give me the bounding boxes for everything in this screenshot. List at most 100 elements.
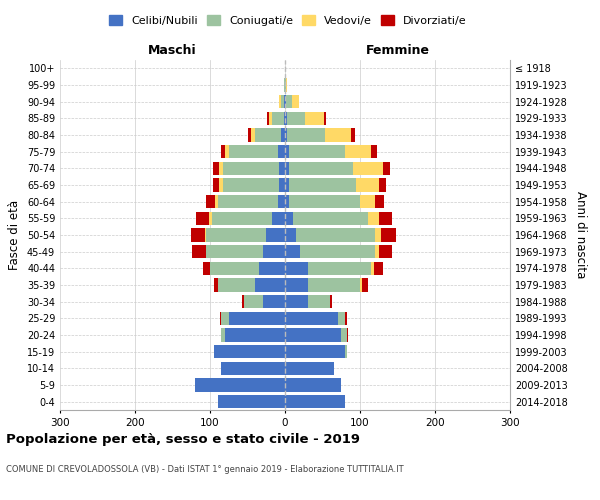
Bar xyxy=(284,95,285,108)
Bar xyxy=(287,128,325,141)
Bar xyxy=(215,195,218,208)
Bar xyxy=(206,245,263,258)
Bar xyxy=(308,278,360,291)
Bar xyxy=(353,162,383,175)
Bar xyxy=(285,162,289,175)
Bar xyxy=(285,262,308,275)
Bar xyxy=(214,278,218,291)
Bar xyxy=(218,195,277,208)
Bar xyxy=(345,345,347,358)
Bar xyxy=(281,128,285,141)
Bar xyxy=(356,178,379,192)
Bar xyxy=(308,295,330,308)
Bar xyxy=(218,395,285,408)
Bar xyxy=(221,328,225,342)
Text: Femmine: Femmine xyxy=(365,44,430,57)
Bar xyxy=(375,228,381,241)
Bar xyxy=(223,162,279,175)
Bar xyxy=(277,145,285,158)
Bar xyxy=(379,245,392,258)
Bar xyxy=(210,262,259,275)
Bar xyxy=(287,112,305,125)
Bar xyxy=(345,312,347,325)
Bar xyxy=(361,278,367,291)
Bar xyxy=(285,378,341,392)
Bar xyxy=(206,195,215,208)
Bar xyxy=(289,145,345,158)
Bar xyxy=(192,245,205,258)
Text: COMUNE DI CREVOLADOSSOLA (VB) - Dati ISTAT 1° gennaio 2019 - Elaborazione TUTTIT: COMUNE DI CREVOLADOSSOLA (VB) - Dati IST… xyxy=(6,466,404,474)
Bar xyxy=(205,245,206,258)
Bar xyxy=(286,78,287,92)
Bar xyxy=(300,245,375,258)
Bar xyxy=(286,95,292,108)
Bar xyxy=(379,178,386,192)
Bar xyxy=(325,128,351,141)
Bar xyxy=(241,295,244,308)
Bar xyxy=(341,328,347,342)
Bar xyxy=(289,195,360,208)
Bar xyxy=(285,178,289,192)
Bar xyxy=(285,195,289,208)
Bar xyxy=(209,212,212,225)
Bar xyxy=(293,212,367,225)
Bar xyxy=(351,128,355,141)
Bar xyxy=(219,178,223,192)
Bar xyxy=(285,245,300,258)
Bar xyxy=(191,228,205,241)
Bar xyxy=(212,212,271,225)
Bar xyxy=(195,378,285,392)
Bar xyxy=(267,112,269,125)
Bar xyxy=(266,228,285,241)
Bar xyxy=(272,112,284,125)
Bar xyxy=(379,212,392,225)
Bar xyxy=(345,145,371,158)
Bar xyxy=(279,162,285,175)
Bar xyxy=(221,362,285,375)
Bar xyxy=(375,245,379,258)
Bar xyxy=(221,312,229,325)
Bar xyxy=(259,262,285,275)
Bar xyxy=(285,228,296,241)
Legend: Celibi/Nubili, Coniugati/e, Vedovi/e, Divorziati/e: Celibi/Nubili, Coniugati/e, Vedovi/e, Di… xyxy=(105,10,471,30)
Bar xyxy=(285,395,345,408)
Y-axis label: Fasce di età: Fasce di età xyxy=(8,200,21,270)
Bar xyxy=(285,312,337,325)
Text: Popolazione per età, sesso e stato civile - 2019: Popolazione per età, sesso e stato civil… xyxy=(6,432,360,446)
Bar xyxy=(289,178,356,192)
Bar xyxy=(285,345,345,358)
Bar xyxy=(251,128,255,141)
Bar xyxy=(213,178,219,192)
Bar xyxy=(225,328,285,342)
Bar xyxy=(218,278,255,291)
Bar xyxy=(284,112,285,125)
Bar xyxy=(203,262,210,275)
Bar xyxy=(220,312,221,325)
Bar xyxy=(206,228,266,241)
Bar xyxy=(229,145,277,158)
Bar xyxy=(213,162,219,175)
Bar xyxy=(255,128,281,141)
Bar xyxy=(381,228,396,241)
Bar xyxy=(196,212,209,225)
Bar xyxy=(324,112,326,125)
Bar xyxy=(279,95,281,108)
Bar xyxy=(330,295,332,308)
Bar xyxy=(279,178,285,192)
Bar xyxy=(285,128,287,141)
Bar xyxy=(281,95,284,108)
Bar xyxy=(347,328,348,342)
Bar xyxy=(375,195,384,208)
Bar xyxy=(285,112,287,125)
Bar xyxy=(229,312,285,325)
Bar xyxy=(367,212,379,225)
Bar xyxy=(269,112,272,125)
Bar xyxy=(285,278,308,291)
Bar xyxy=(285,145,289,158)
Bar xyxy=(255,278,285,291)
Bar xyxy=(308,262,371,275)
Bar xyxy=(219,162,223,175)
Bar xyxy=(284,78,285,92)
Bar xyxy=(285,78,286,92)
Bar xyxy=(285,328,341,342)
